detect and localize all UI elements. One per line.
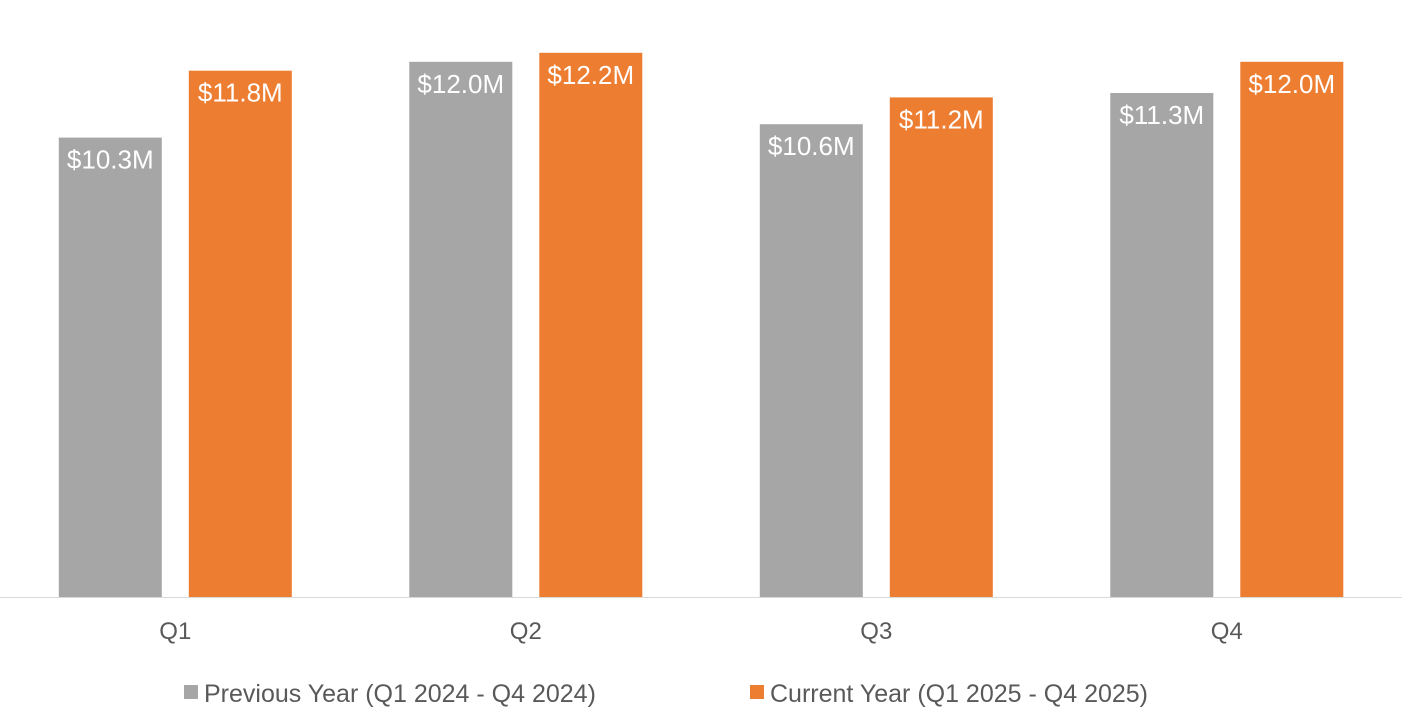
legend-swatch-previous-year [184, 685, 198, 699]
bar-previous-q3[interactable] [759, 124, 863, 597]
bar-previous-q4[interactable] [1110, 93, 1214, 597]
bar-current-q4[interactable] [1240, 61, 1344, 598]
x-tick-labels: Q1 Q2 Q3 Q4 [159, 618, 1243, 645]
data-label-current-q4: $12.0M [1248, 69, 1335, 99]
bar-current-q1[interactable] [188, 70, 292, 597]
x-tick-q1: Q1 [159, 618, 191, 645]
legend-label-current-year: Current Year (Q1 2025 - Q4 2025) [770, 680, 1148, 708]
x-tick-q2: Q2 [510, 618, 542, 645]
data-label-previous-q1: $10.3M [67, 145, 154, 175]
data-label-previous-q4: $11.3M [1119, 100, 1204, 130]
bars-layer: $10.3M $11.8M $12.0M $12.2M $10.6M $11.2M $11.… [58, 52, 1344, 598]
x-tick-q3: Q3 [860, 618, 892, 645]
legend-item-current-year[interactable]: Current Year (Q1 2025 - Q4 2025) [750, 680, 1148, 708]
legend[interactable]: Previous Year (Q1 2024 - Q4 2024) Current… [184, 680, 1148, 708]
data-label-current-q3: $11.2M [899, 104, 984, 134]
bar-previous-q2[interactable] [409, 61, 513, 598]
bar-current-q3[interactable] [889, 97, 993, 598]
legend-swatch-current-year [750, 685, 764, 699]
bar-previous-q1[interactable] [58, 137, 162, 597]
legend-item-previous-year[interactable]: Previous Year (Q1 2024 - Q4 2024) [184, 680, 596, 708]
data-label-current-q1: $11.8M [198, 78, 283, 108]
data-label-previous-q2: $12.0M [417, 69, 504, 99]
data-label-current-q2: $12.2M [547, 60, 634, 90]
x-tick-q4: Q4 [1211, 618, 1243, 645]
bar-current-q2[interactable] [539, 52, 643, 598]
legend-label-previous-year: Previous Year (Q1 2024 - Q4 2024) [204, 680, 596, 708]
data-label-previous-q3: $10.6M [768, 131, 855, 161]
